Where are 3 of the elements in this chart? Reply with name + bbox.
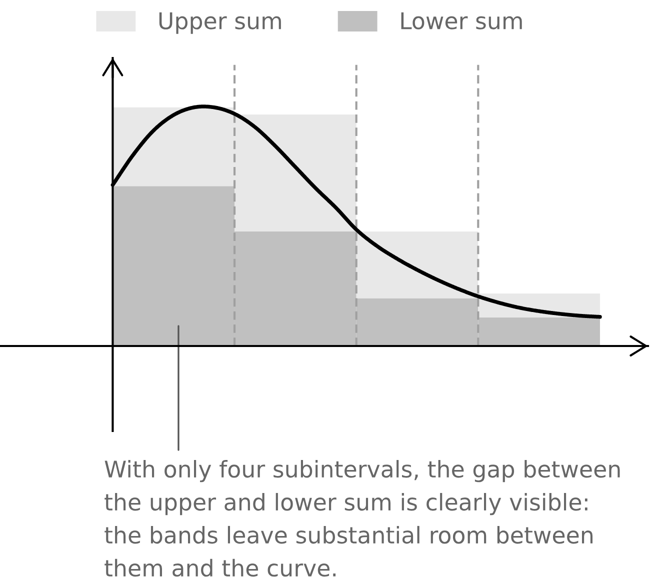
legend-label: Upper sum — [159, 12, 281, 34]
text: With only four subintervals, the gap between the upper and lower sum is clearly visible: the bands leave substantial room between them and the curve. — [104, 460, 620, 577]
legend-label: Lower sum — [401, 12, 522, 30]
